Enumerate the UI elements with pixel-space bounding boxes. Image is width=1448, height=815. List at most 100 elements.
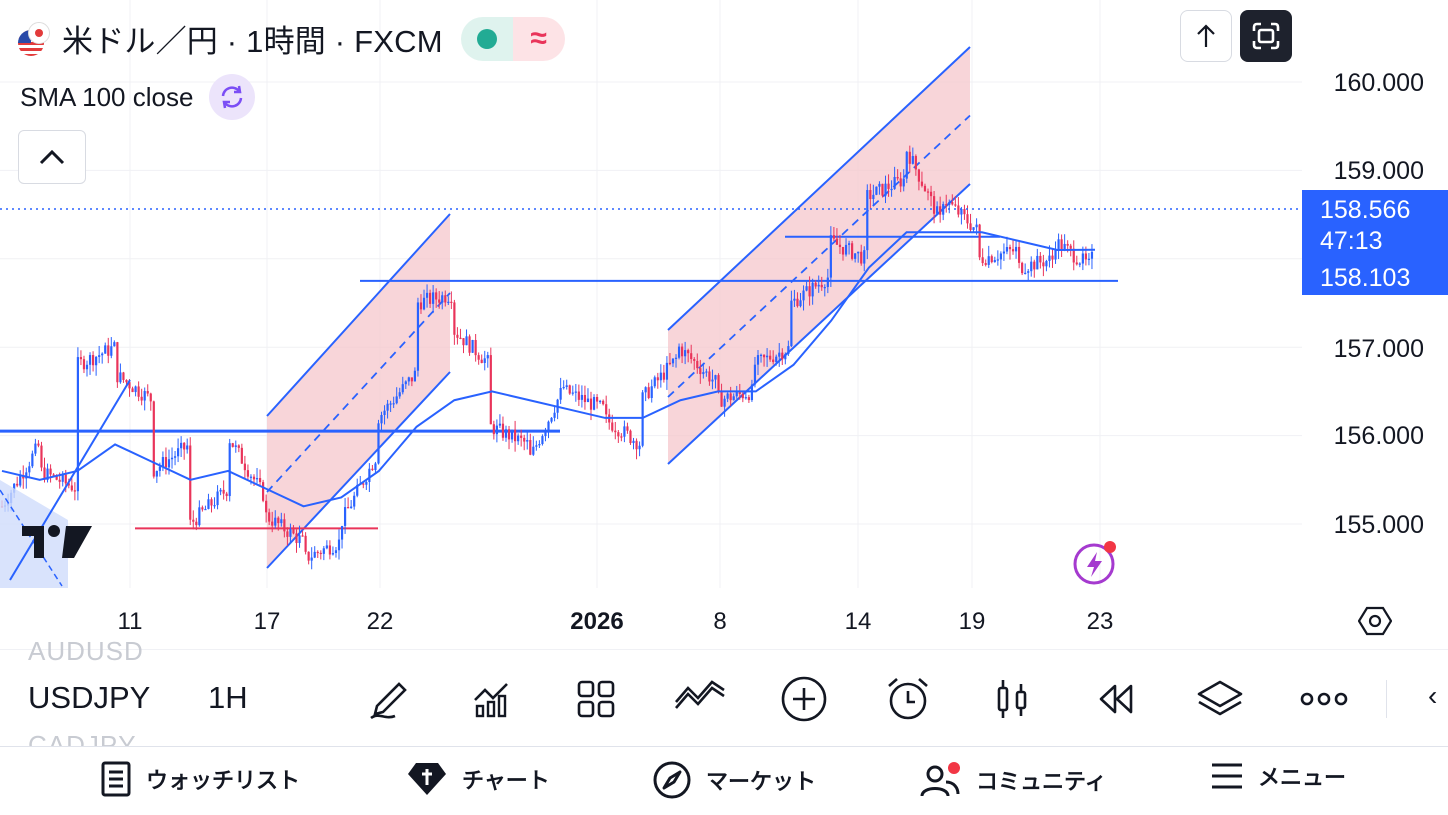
community-icon	[920, 762, 960, 797]
candle-body	[510, 429, 514, 440]
symbol-selector[interactable]: USDJPY	[28, 680, 151, 715]
layouts-icon[interactable]	[570, 673, 622, 725]
candle-body	[340, 525, 344, 540]
replay-icon[interactable]	[1090, 673, 1142, 725]
time-tick: 17	[253, 608, 281, 635]
candle-body	[835, 238, 839, 245]
market-status-pill[interactable]: ≈	[460, 16, 565, 61]
fullscreen-icon	[1252, 22, 1280, 50]
arrow-up-icon	[1197, 24, 1215, 47]
candle-body	[535, 445, 538, 447]
candle-body	[665, 362, 669, 380]
candle-body	[577, 391, 580, 400]
candle-body	[656, 377, 659, 381]
candle-body	[101, 353, 104, 356]
symbol-title[interactable]: 米ドル／円 · 1時間 · FXCM	[62, 24, 443, 59]
alert-icon[interactable]	[882, 673, 934, 725]
candle-body	[265, 500, 268, 513]
templates-icon[interactable]	[674, 673, 726, 725]
fullscreen-button[interactable]	[1240, 10, 1292, 62]
candle-body	[465, 336, 468, 346]
time-tick: 2026	[570, 608, 624, 635]
flash-icon[interactable]	[1072, 540, 1118, 586]
indicators-icon[interactable]	[466, 673, 518, 725]
layers-icon[interactable]	[1194, 673, 1246, 725]
nav-community[interactable]: コミュニティ	[920, 760, 1107, 800]
symbol-legend[interactable]: 米ドル／円 · 1時間 · FXCM ≈	[18, 16, 565, 61]
sync-icon[interactable]	[209, 74, 256, 120]
settings-icon[interactable]	[1358, 604, 1392, 638]
candle-body	[690, 353, 693, 360]
candle-body	[134, 386, 137, 393]
candle-body	[929, 191, 933, 197]
bar-countdown: 47:13	[1320, 227, 1383, 255]
candle-body	[328, 545, 331, 555]
candle-body	[249, 476, 253, 478]
prev-symbol[interactable]: AUDUSD	[28, 636, 144, 666]
share-button[interactable]	[1180, 10, 1232, 62]
candle-body	[301, 535, 304, 537]
candle-body	[40, 445, 43, 468]
candle-body	[984, 263, 987, 265]
interval-selector[interactable]: 1H	[208, 680, 248, 715]
toolbar-scroll-indicator[interactable]: ‹	[1428, 680, 1438, 711]
candle-body	[538, 443, 541, 446]
candle-body	[923, 185, 927, 192]
draw-icon[interactable]	[362, 673, 414, 725]
candles-icon[interactable]	[986, 673, 1038, 725]
candle-body	[16, 483, 19, 486]
candle-body	[869, 190, 872, 200]
indicator-legend[interactable]: SMA 100 close	[20, 74, 256, 120]
candle-body	[857, 251, 860, 254]
candle-body	[1075, 262, 1078, 265]
candle-body	[881, 183, 884, 196]
candle-body	[380, 415, 383, 424]
indicator-label[interactable]: SMA 100 close	[20, 81, 194, 112]
price-tick: 159.000	[1333, 157, 1424, 185]
nav-watchlist[interactable]: ウォッチリスト	[100, 760, 300, 798]
more-icon[interactable]	[1298, 673, 1350, 725]
candle-body	[872, 194, 875, 200]
candle-body	[693, 359, 696, 361]
candle-body	[823, 287, 826, 289]
nav-chart[interactable]: チャート	[406, 760, 550, 798]
candle-body	[210, 499, 213, 506]
candle-body	[225, 493, 228, 497]
candle-body	[589, 398, 593, 410]
candle-body	[213, 505, 216, 507]
candle-body	[517, 435, 520, 442]
candle-body	[960, 209, 963, 215]
candle-body	[574, 391, 577, 393]
candle-body	[1069, 245, 1072, 249]
collapse-legend-button[interactable]	[18, 130, 86, 184]
candle-body	[149, 393, 152, 402]
candle-body	[1014, 246, 1018, 252]
candle-body	[1039, 255, 1042, 263]
current-price-badge: 158.566 47:13	[1302, 190, 1448, 258]
price-chart[interactable]	[0, 0, 1448, 650]
candle-body	[778, 352, 781, 357]
candle-body	[243, 463, 246, 471]
candle-body	[368, 468, 371, 483]
add-icon[interactable]	[778, 673, 830, 725]
time-tick: 14	[844, 608, 872, 635]
candle-body	[932, 196, 936, 214]
candle-body	[228, 443, 231, 497]
sma-price-badge: 158.103	[1302, 258, 1448, 295]
channel-upper	[266, 213, 451, 417]
candle-body	[19, 475, 22, 486]
candle-body	[1033, 261, 1036, 270]
candle-body	[844, 244, 848, 255]
candle-body	[183, 442, 186, 450]
candle-body	[951, 202, 954, 205]
candle-body	[268, 512, 271, 522]
candle-body	[486, 355, 489, 359]
candle-body	[805, 286, 808, 291]
candle-body	[747, 397, 750, 401]
candle-body	[1063, 243, 1066, 251]
nav-markets[interactable]: マーケット	[652, 760, 816, 800]
candle-body	[957, 205, 960, 215]
candle-body	[198, 507, 201, 526]
candle-body	[762, 354, 766, 358]
nav-menu[interactable]: メニュー	[1210, 760, 1346, 792]
